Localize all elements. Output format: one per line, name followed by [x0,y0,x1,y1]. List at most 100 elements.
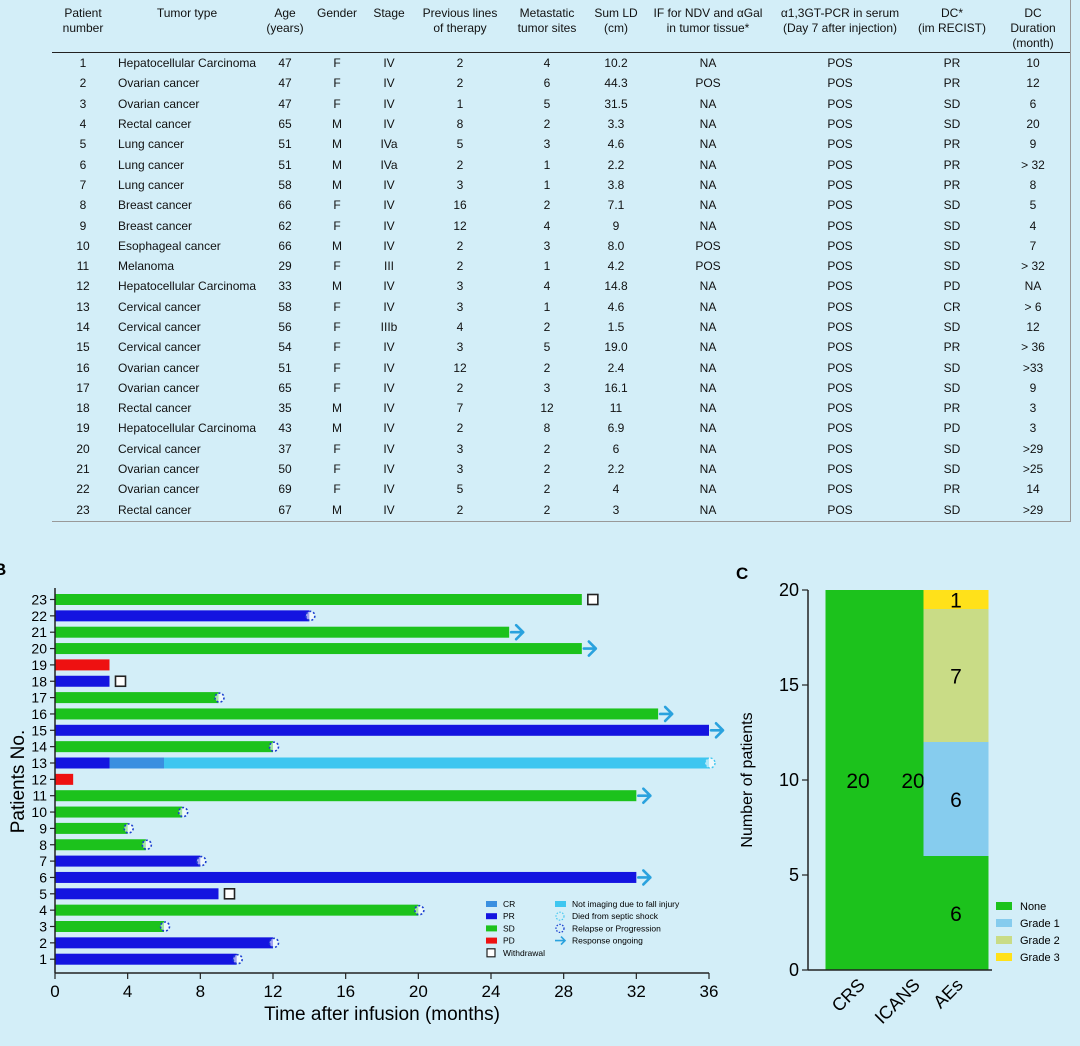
response-bar-segment [55,692,219,704]
table-cell: 4 [543,56,551,71]
table-cell: 3 [456,299,464,314]
table-cell: 54 [278,340,292,355]
y-tick-label: 5 [789,865,799,885]
bar-value-label: 20 [901,770,924,793]
table-cell: NA [699,441,717,456]
table-cell: F [333,441,341,456]
table-cell: 9 [1029,380,1037,395]
y-tick-label: 15 [31,722,47,738]
table-cell: Ovarian cancer [118,360,200,375]
table-cell: M [332,137,342,152]
legend-label: Relapse or Progression [572,923,661,933]
patient-bar-group [55,787,652,804]
stacked-bar-segment [923,856,989,970]
column-header: DC* (im RECIST) [908,0,996,53]
table-row: 16 Ovarian cancer 51 F IV 12 2 2.4 NA POS SD >33 [52,357,1070,377]
y-tick-label: 9 [39,820,47,836]
table-row: 8 Breast cancer 66 F IV 16 2 7.1 NA POS SD 5 [52,195,1070,215]
table-cell: 19 [76,421,90,436]
table-cell: 4.6 [607,299,625,314]
table-cell: POS [827,421,853,436]
response-bar-segment [55,643,582,655]
table-cell: POS [827,502,853,517]
table-cell: 3 [543,137,551,152]
table-cell: 7 [79,177,87,192]
table-cell: 2 [456,238,464,253]
patient-bar-group [55,921,171,932]
response-bar-segment [55,904,419,916]
stacked-bar-segment [825,590,891,970]
response-bar-segment [55,937,273,949]
table-cell: M [332,279,342,294]
table-cell: 3 [1029,401,1037,416]
table-cell: 1 [79,56,87,71]
table-cell: Rectal cancer [118,401,192,416]
table-cell: 10 [76,238,90,253]
table-cell: Cervical cancer [118,340,201,355]
table-cell: IV [383,177,395,192]
table-cell: III [383,259,394,274]
y-tick-label: 12 [31,771,47,787]
stacked-bar-segment [923,609,989,742]
table-cell: Breast cancer [118,218,193,233]
table-row: 14 Cervical cancer 56 F IIIb 4 2 1.5 NA POS SD 12 [52,317,1070,337]
x-tick-label: 16 [336,982,355,1001]
table-cell: 2 [543,198,551,213]
legend-swatch-septic [555,911,565,921]
table-cell: 4 [79,117,87,132]
table-cell: M [332,421,342,436]
table-cell: 5 [79,137,87,152]
table-cell: 3.3 [607,117,625,132]
table-cell: CR [943,299,961,314]
table-cell: IV [383,117,395,132]
table-cell: 3 [612,502,620,517]
patient-bar-group [55,593,599,606]
table-cell: Rectal cancer [118,117,192,132]
table-cell: 2 [456,56,464,71]
table-cell: 67 [278,502,292,517]
table-cell: Lung cancer [118,177,185,192]
response-ongoing-arrow [509,623,525,641]
response-ongoing-arrow [582,640,598,657]
table-cell: IV [383,299,395,314]
table-cell: 11 [76,259,90,274]
table-cell: NA [699,177,717,192]
table-cell: Ovarian cancer [118,96,200,111]
table-cell: 3 [456,279,464,294]
progression-marker [123,823,134,834]
x-tick-label: 32 [627,982,646,1001]
septic-shock-marker [704,757,716,769]
x-tick-label: 36 [700,982,719,1001]
table-cell: POS [695,238,721,253]
y-tick-label: 15 [779,675,799,695]
patient-bar-group [55,822,134,834]
table-cell: F [333,320,341,334]
table-cell: 66 [278,238,292,253]
table-cell: POS [827,259,853,274]
patient-bar-group [55,937,280,949]
legend-swatch [996,953,1012,961]
column-header-line: Previous lines [422,6,498,20]
table-cell: NA [699,320,717,334]
table-cell: >29 [1022,441,1044,456]
table-cell: SD [943,462,961,477]
bar-value-label: 20 [846,770,869,793]
response-bar-segment [164,757,709,769]
table-cell: 8 [79,198,87,213]
table-row: 2 Ovarian cancer 47 F IV 2 6 44.3 POS POS PR 12 [52,73,1070,93]
stacked-bar-group: 20 [825,590,891,970]
legend-swatch-withdrawal [486,948,496,958]
table-row: 4 Rectal cancer 65 M IV 8 2 3.3 NA POS SD 20 [52,114,1070,134]
y-tick-label: 10 [779,770,799,790]
table-cell: M [332,238,342,253]
table-cell: SD [943,259,961,274]
y-tick-label: 11 [32,788,47,804]
table-cell: 2 [543,441,551,456]
table-cell: NA [699,401,717,416]
table-cell: SD [943,360,961,375]
table-cell: 29 [278,259,292,274]
table-cell: 51 [278,137,292,152]
progression-marker [196,855,207,867]
table-row: 23 Rectal cancer 67 M IV 2 2 3 NA POS SD >29 [52,500,1070,520]
table-cell: NA [699,482,717,497]
